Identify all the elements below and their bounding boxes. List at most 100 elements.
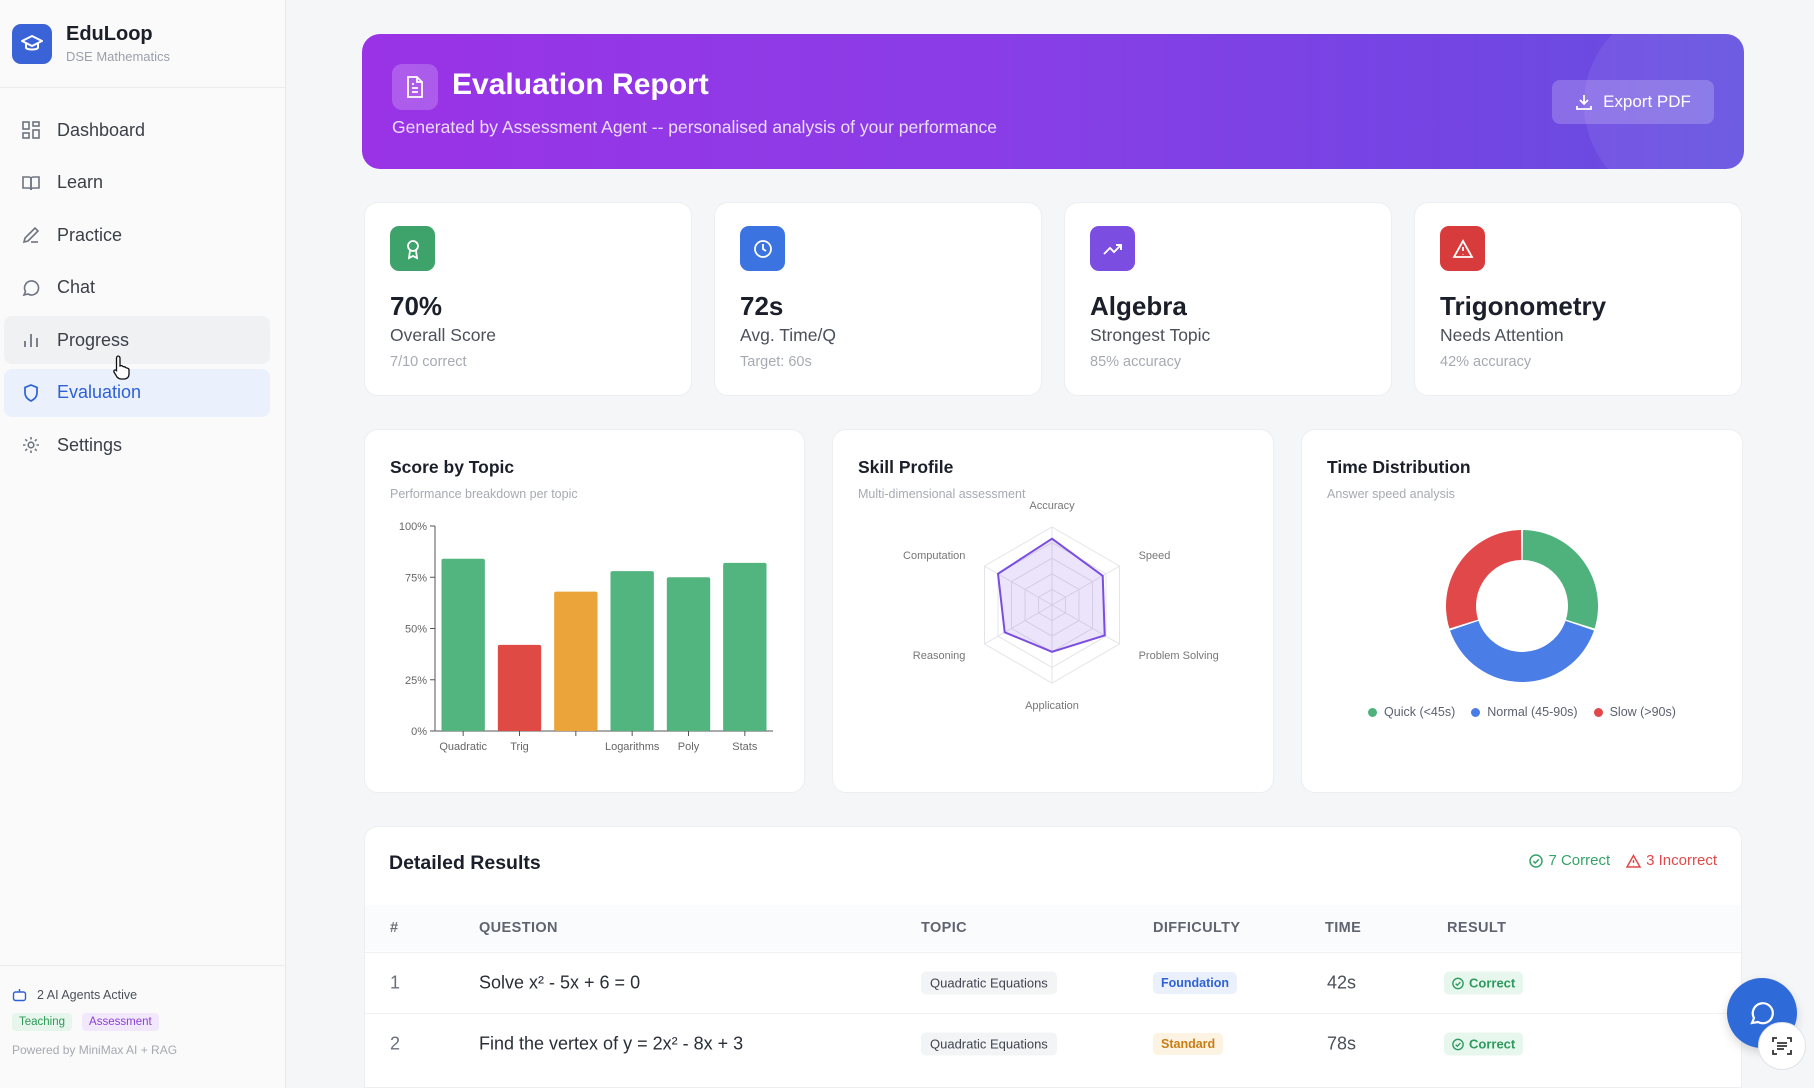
sidebar-item-label: Progress — [57, 329, 130, 350]
row-question: Solve x² - 5x + 6 = 0 — [479, 972, 641, 993]
sidebar-item-evaluation[interactable]: Evaluation — [4, 368, 270, 417]
hand-cursor-icon — [112, 354, 132, 385]
stat-value: 70% — [390, 291, 443, 321]
page-title: Evaluation Report — [452, 68, 709, 101]
legend-item-slow: Slow (>90s) — [1593, 705, 1676, 719]
bar — [497, 644, 542, 731]
radar-spoke — [1051, 565, 1120, 606]
bar — [666, 577, 711, 731]
sidebar-item-progress[interactable]: Progress — [4, 316, 270, 364]
donut-slice — [1450, 620, 1594, 682]
scan-text-icon — [1772, 1037, 1792, 1055]
export-pdf-button[interactable]: Export PDF — [1552, 80, 1714, 124]
stat-sub: 85% accuracy — [1090, 354, 1182, 370]
brand[interactable]: EduLoop DSE Mathematics — [0, 0, 285, 88]
row-difficulty-badge: Standard — [1153, 1033, 1224, 1055]
sidebar-item-label: Settings — [57, 434, 123, 455]
row-number: 2 — [390, 1033, 401, 1054]
stat-label: Needs Attention — [1440, 325, 1564, 345]
sidebar-item-label: Dashboard — [57, 119, 146, 140]
tag-assessment: Assessment — [82, 1013, 159, 1031]
sidebar-item-learn[interactable]: Learn — [4, 159, 270, 207]
alert-triangle-icon — [1626, 853, 1642, 868]
bar-chart-icon — [18, 327, 44, 353]
radar-spoke — [984, 604, 1053, 645]
y-tick-label: 50% — [405, 624, 427, 636]
check-circle-icon — [1529, 853, 1544, 868]
check-circle-icon — [1452, 1038, 1464, 1050]
chat-bubble-icon — [18, 275, 44, 301]
results-summary: 7 Correct 3 Incorrect — [1529, 852, 1717, 869]
sidebar-item-chat[interactable]: Chat — [4, 264, 270, 312]
stat-card-avg-time: 72s Avg. Time/Q Target: 60s — [714, 202, 1042, 396]
stat-label: Overall Score — [390, 325, 497, 345]
radar-axis-label: Speed — [1139, 550, 1171, 562]
column-header-question[interactable]: QUESTION — [479, 920, 558, 936]
page-subtitle: Generated by Assessment Agent -- persona… — [392, 117, 998, 137]
time-distribution-card: Time Distribution Answer speed analysis … — [1301, 429, 1743, 793]
legend-item-quick: Quick (<45s) — [1368, 705, 1455, 719]
chat-bubble-icon — [1750, 1002, 1774, 1025]
sidebar-item-dashboard[interactable]: Dashboard — [4, 106, 270, 154]
legend-item-normal: Normal (45-90s) — [1471, 705, 1578, 719]
radar-axis-label: Computation — [903, 550, 965, 562]
stat-card-strongest-topic: Algebra Strongest Topic 85% accuracy — [1064, 202, 1392, 396]
stat-card-needs-attention: Trigonometry Needs Attention 42% accurac… — [1414, 202, 1742, 396]
score-by-topic-chart: 0% 25% 50% 75% 100% Quadratic Trig Logarithms Po… — [399, 521, 773, 753]
sidebar-item-label: Chat — [57, 277, 96, 297]
correct-count: 7 Correct — [1529, 852, 1610, 869]
book-icon — [18, 170, 44, 196]
stat-label: Avg. Time/Q — [740, 325, 836, 345]
bar — [723, 562, 767, 731]
column-header-number[interactable]: # — [390, 920, 399, 936]
table-row[interactable]: 2 Find the vertex of y = 2x² - 8x + 3 Qu… — [365, 1013, 1741, 1074]
y-tick-label: 25% — [405, 675, 427, 687]
donut-slice — [1446, 530, 1522, 629]
radar-series — [996, 537, 1106, 653]
card-subtitle: Answer speed analysis — [1327, 487, 1455, 501]
bar — [441, 558, 485, 731]
clock-icon — [740, 226, 785, 271]
grid-icon — [18, 117, 44, 143]
stat-value: Algebra — [1090, 291, 1187, 321]
y-tick-label: 75% — [405, 572, 427, 584]
card-title: Score by Topic — [390, 457, 515, 477]
export-pdf-label: Export PDF — [1603, 92, 1691, 111]
table-row[interactable]: 1 Solve x² - 5x + 6 = 0 Quadratic Equati… — [365, 952, 1741, 1013]
radar-spoke — [984, 565, 1053, 606]
x-tick-label: Quadratic — [439, 741, 487, 753]
row-question: Find the vertex of y = 2x² - 8x + 3 — [479, 1033, 744, 1054]
radar-axis-label: Application — [1025, 700, 1079, 712]
column-header-time[interactable]: TIME — [1325, 920, 1362, 936]
robot-icon — [12, 989, 27, 1002]
sidebar-item-settings[interactable]: Settings — [4, 421, 270, 469]
sidebar-item-label: Learn — [57, 172, 104, 192]
radar-axis-label: Problem Solving — [1139, 650, 1219, 662]
app-name: EduLoop — [66, 23, 153, 45]
agents-status: 2 AI Agents Active — [12, 988, 285, 1002]
sidebar: EduLoop DSE Mathematics Dashboard Learn … — [0, 0, 286, 1088]
time-distribution-chart — [1446, 530, 1598, 682]
column-header-topic[interactable]: TOPIC — [921, 920, 968, 936]
card-title: Time Distribution — [1327, 457, 1471, 477]
row-difficulty-badge: Foundation — [1153, 972, 1238, 994]
report-header-banner: Evaluation Report Generated by Assessmen… — [362, 34, 1744, 169]
column-header-difficulty[interactable]: DIFFICULTY — [1153, 920, 1241, 936]
document-icon — [392, 64, 438, 110]
sidebar-nav: Dashboard Learn Practice Chat Progress E… — [0, 88, 285, 469]
app-subtitle: DSE Mathematics — [66, 49, 171, 64]
row-topic-badge: Quadratic Equations — [921, 971, 1057, 995]
card-subtitle: Multi-dimensional assessment — [858, 487, 1026, 501]
column-header-result[interactable]: RESULT — [1447, 920, 1507, 936]
screen-scan-button[interactable] — [1758, 1022, 1806, 1070]
sidebar-item-practice[interactable]: Practice — [4, 211, 270, 259]
stat-value: 72s — [740, 291, 784, 321]
x-tick-label: Stats — [732, 741, 758, 753]
x-tick-label: Poly — [678, 741, 700, 753]
sidebar-item-label: Evaluation — [57, 382, 142, 402]
stat-card-overall-score: 70% Overall Score 7/10 correct — [364, 202, 692, 396]
gear-icon — [18, 432, 44, 458]
x-tick-label: Trig — [510, 741, 529, 753]
award-icon — [390, 226, 435, 271]
incorrect-count: 3 Incorrect — [1626, 852, 1717, 869]
